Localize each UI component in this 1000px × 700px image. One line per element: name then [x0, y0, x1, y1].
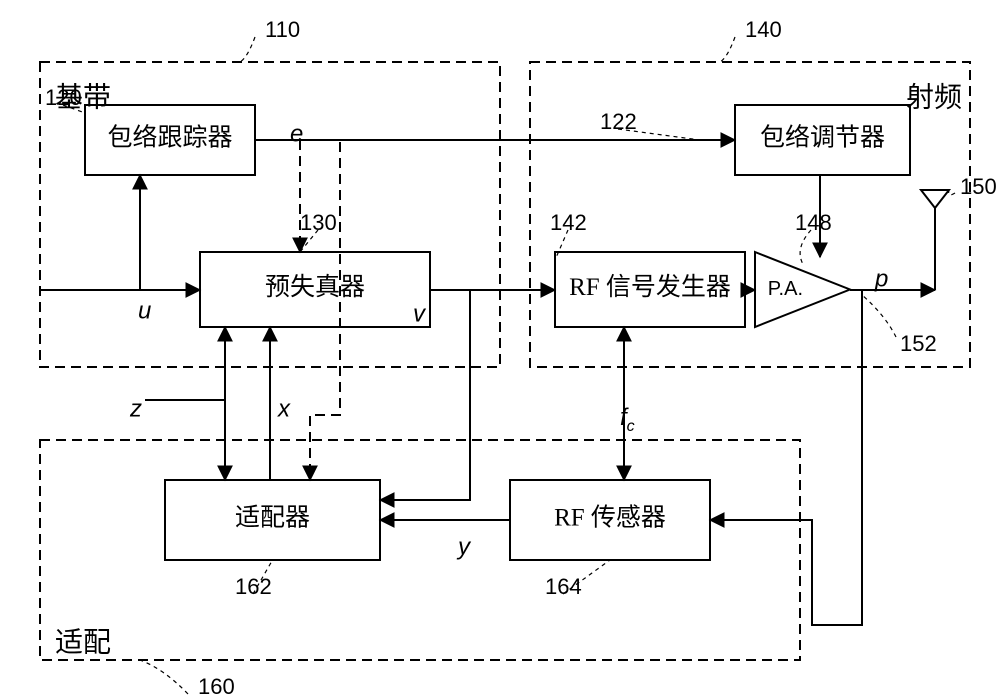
signal-v: v	[413, 300, 427, 327]
block-label-env_tracker: 包络跟踪器	[107, 124, 232, 152]
ref-env_modulator: 122	[600, 109, 637, 134]
signal-x: x	[277, 395, 291, 422]
ref-predistorter: 130	[300, 210, 337, 235]
ref-adapter: 162	[235, 574, 272, 599]
block-label-adapter: 适配器	[235, 504, 310, 532]
ref-antenna: 150	[960, 174, 997, 199]
ref-baseband: 110	[265, 17, 300, 42]
signal-u: u	[138, 297, 151, 324]
ref-adapt: 160	[198, 674, 235, 699]
ref-rf_gen: 142	[550, 210, 587, 235]
ref-152: 152	[900, 331, 937, 356]
signal-p: p	[874, 265, 888, 292]
block-label-rf_sensor: RF 传感器	[554, 504, 666, 532]
ref-rf_sensor: 164	[545, 574, 582, 599]
ref-env_tracker: 120	[45, 85, 82, 110]
ref-rf: 140	[745, 17, 782, 42]
block-label-env_modulator: 包络调节器	[760, 124, 885, 152]
ref-pa: 148	[795, 210, 832, 235]
block-label-predistorter: 预失真器	[265, 273, 365, 301]
pa-label: P.A.	[768, 278, 803, 300]
signal-z: z	[129, 395, 142, 422]
signal-e: e	[290, 120, 303, 147]
section-label-rf: 射频	[906, 81, 962, 113]
block-label-rf_gen: RF 信号发生器	[569, 273, 731, 301]
section-label-adapt: 适配	[55, 626, 111, 658]
signal-y: y	[456, 533, 472, 560]
